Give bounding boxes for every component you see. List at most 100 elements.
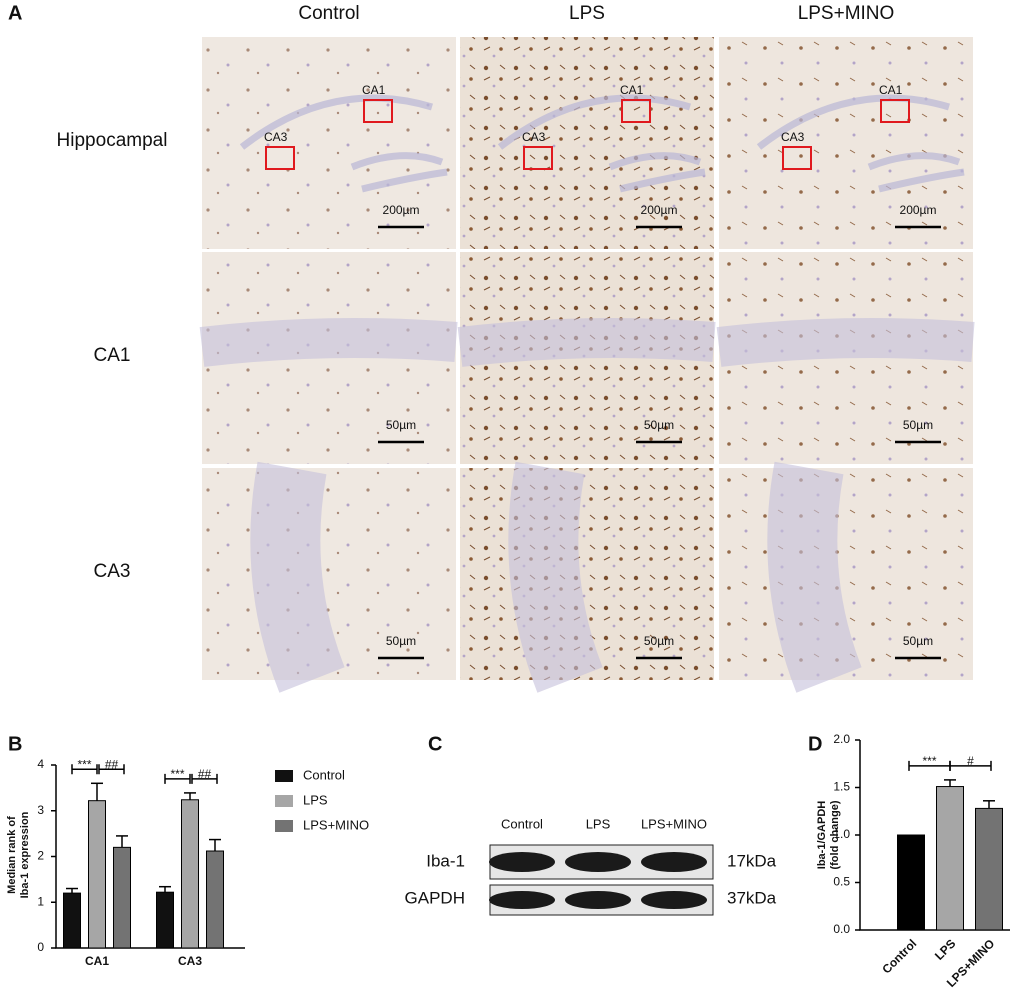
lane-label: LPS+MINO	[641, 816, 707, 831]
y-axis-label: Iba-1 expression	[19, 811, 31, 898]
significance-bracket	[949, 760, 992, 771]
band	[489, 891, 555, 909]
cell-layer	[457, 318, 716, 367]
significance-label: ##	[198, 767, 212, 781]
error-bar	[983, 800, 995, 809]
bar	[181, 799, 199, 949]
column-header: LPS	[569, 3, 605, 24]
region-box	[523, 146, 553, 170]
panel-letter: D	[808, 733, 822, 755]
cell-layer	[716, 318, 975, 367]
charts: 0 1 2 3 4 Median rank of Iba-1 expression CA1 **…	[6, 732, 1010, 990]
panel-letter: B	[8, 733, 22, 755]
column-header: Control	[298, 3, 359, 24]
scale-label: 50µm	[903, 418, 933, 432]
row-label: Hippocampal	[57, 130, 168, 151]
error-bar	[159, 885, 171, 893]
scale-label: 50µm	[644, 418, 674, 432]
band	[565, 891, 631, 909]
region-label: CA1	[879, 83, 903, 97]
y-tick-label: 1.0	[833, 827, 850, 841]
y-tick-label: 0.5	[833, 875, 850, 889]
scale-label: 50µm	[386, 418, 416, 432]
scale-label: 200µm	[383, 203, 420, 217]
bar	[897, 834, 925, 931]
y-tick-label: 2	[37, 849, 44, 863]
significance-bracket	[164, 773, 191, 784]
error-bar	[116, 835, 128, 848]
legend-swatch	[275, 820, 293, 832]
significance-bracket	[98, 764, 125, 775]
column-header: LPS+MINO	[798, 3, 895, 24]
y-tick-label: 1	[37, 894, 44, 908]
lane-label: LPS	[586, 816, 611, 831]
y-tick-label: 3	[37, 803, 44, 817]
y-axis-label: (fold change)	[829, 800, 841, 869]
y-tick-label: 4	[37, 757, 44, 771]
region-box	[363, 99, 393, 123]
bar	[113, 846, 131, 949]
legend-label: LPS+MINO	[303, 817, 369, 832]
row-label: CA3	[94, 561, 131, 582]
cell-layer	[250, 461, 345, 693]
x-tick-label: Control	[879, 936, 919, 976]
y-tick-label: 0	[37, 940, 44, 954]
y-axis-label: Median rank of	[6, 816, 18, 894]
mw-label: 37kDa	[727, 888, 777, 907]
cell-layer	[199, 318, 458, 367]
band	[641, 852, 707, 872]
micrograph	[719, 37, 973, 249]
micrograph	[460, 37, 714, 249]
bar	[206, 850, 224, 949]
panel-letter: C	[428, 733, 442, 755]
error-bar	[944, 779, 956, 787]
band	[565, 852, 631, 872]
micrograph	[202, 37, 456, 249]
significance-label: ***	[922, 754, 936, 768]
scale-label: 50µm	[644, 634, 674, 648]
scale-label: 50µm	[386, 634, 416, 648]
error-bar	[66, 887, 78, 894]
scale-label: 200µm	[900, 203, 937, 217]
region-label: CA3	[522, 130, 546, 144]
histology-grid: Control LPS LPS+MINO Hippocampal CA1 CA3 200µm…	[57, 3, 975, 693]
region-box	[265, 146, 295, 170]
legend-swatch	[275, 770, 293, 782]
x-tick-label: CA3	[178, 954, 202, 968]
significance-bracket	[71, 764, 98, 775]
y-axis-label: Iba-1/GAPDH	[816, 801, 828, 870]
bar	[88, 800, 106, 949]
bar	[936, 786, 964, 931]
error-bar	[184, 792, 196, 800]
error-bar	[91, 782, 103, 801]
region-label: CA1	[620, 83, 644, 97]
scale-label: 50µm	[903, 634, 933, 648]
region-label: CA3	[264, 130, 288, 144]
region-box	[880, 99, 910, 123]
band	[641, 891, 707, 909]
lane-label: Control	[501, 816, 543, 831]
scale-label: 200µm	[641, 203, 678, 217]
bar	[63, 892, 81, 949]
legend-label: LPS	[303, 792, 328, 807]
y-tick-label: 1.5	[833, 780, 850, 794]
region-label: CA1	[362, 83, 386, 97]
legend-swatch	[275, 795, 293, 807]
significance-bracket	[191, 773, 218, 784]
row-label: CA1	[94, 345, 131, 366]
hippocampus-outline	[239, 94, 448, 193]
significance-label: #	[967, 754, 974, 768]
cell-layer	[508, 461, 603, 693]
bar	[975, 807, 1003, 931]
protein-label: GAPDH	[405, 888, 465, 907]
x-tick-label: CA1	[85, 954, 109, 968]
hippocampus-outline	[756, 94, 965, 193]
bar	[156, 891, 174, 949]
region-label: CA3	[781, 130, 805, 144]
legend-label: Control	[303, 767, 345, 782]
significance-label: ***	[170, 767, 184, 781]
protein-label: Iba-1	[426, 851, 465, 870]
significance-label: ##	[105, 757, 119, 771]
region-box	[621, 99, 651, 123]
